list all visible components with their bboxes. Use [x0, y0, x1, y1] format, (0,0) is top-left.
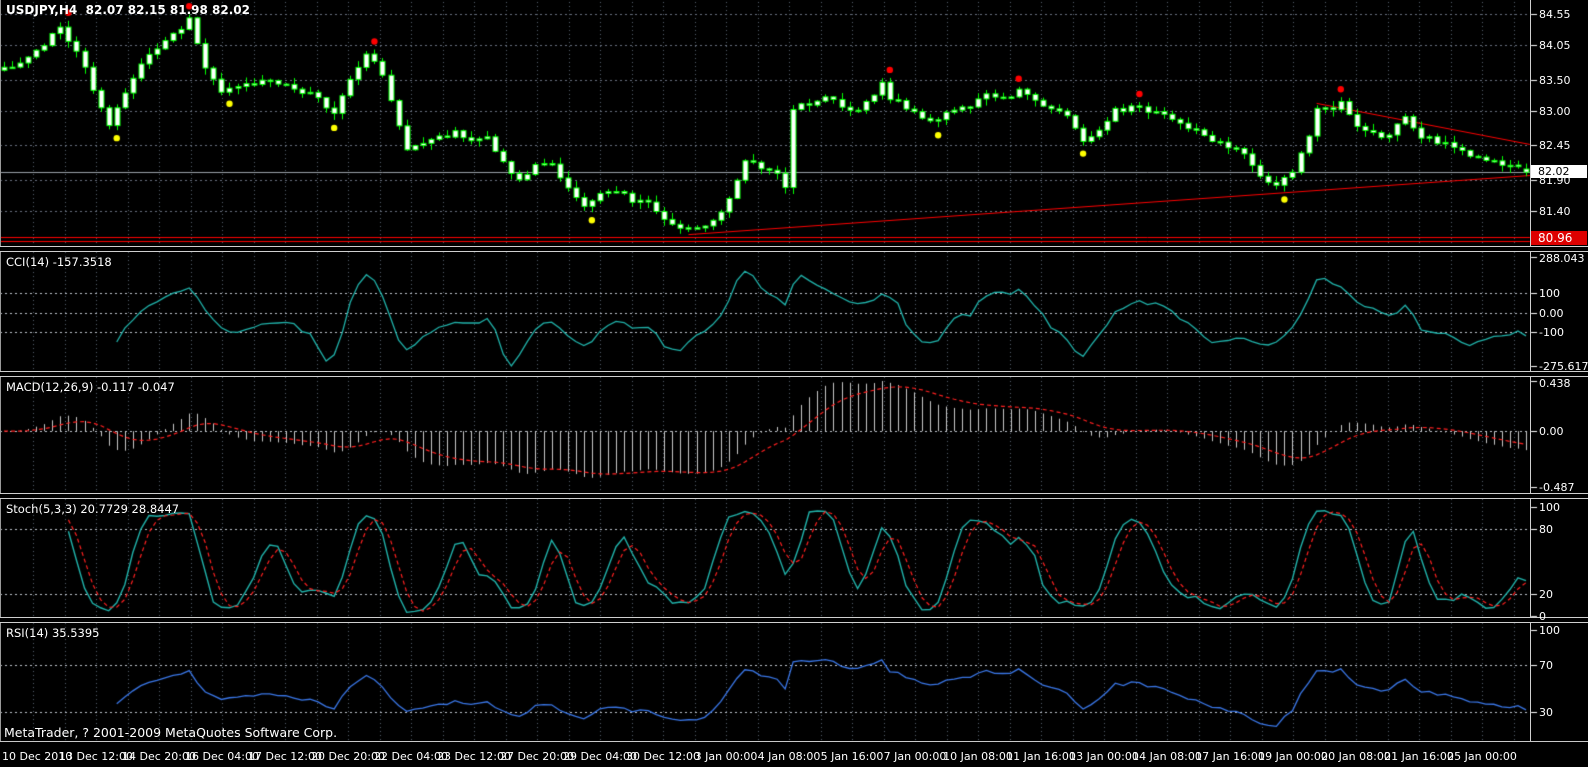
price-axis[interactable]: 84.55 84.05 83.50 83.00 82.45 81.90 81.40 288.0… — [1531, 0, 1588, 754]
price-axis-label: 0.438 — [1539, 377, 1571, 390]
price-axis-label: 84.05 — [1539, 39, 1571, 53]
current-price-badge: 82.02 — [1531, 165, 1587, 178]
time-axis-label: 22 Dec 04:00 — [374, 750, 448, 763]
time-axis-label: 11 Jan 16:00 — [1006, 750, 1076, 763]
price-axis-label: 288.043 — [1539, 252, 1585, 265]
price-axis-label: 30 — [1539, 706, 1553, 719]
price-axis-label: 70 — [1539, 659, 1553, 672]
time-axis-label: 25 Jan 00:00 — [1447, 750, 1517, 763]
rsi-indicator-label: RSI(14) 35.5395 — [6, 626, 100, 640]
time-axis-label: 3 Jan 00:00 — [694, 750, 758, 763]
price-axis-label: -275.617 — [1539, 359, 1588, 373]
price-axis-label: 100 — [1539, 501, 1560, 515]
time-axis-label: 13 Dec 12:00 — [59, 750, 133, 763]
time-axis-label: 29 Dec 04:00 — [563, 750, 637, 763]
copyright-text: MetaTrader, ? 2001-2009 MetaQuotes Softw… — [4, 725, 338, 740]
window-left-border — [0, 0, 1, 741]
price-axis-label: 20 — [1539, 587, 1553, 601]
time-axis-label: 7 Jan 00:00 — [883, 750, 947, 763]
panel-separator[interactable] — [0, 371, 1588, 377]
time-axis-label: 13 Jan 00:00 — [1069, 750, 1139, 763]
time-axis-label: 5 Jan 16:00 — [820, 750, 884, 763]
time-axis-label: 20 Dec 20:00 — [311, 750, 385, 763]
time-axis-label: 17 Jan 16:00 — [1195, 750, 1265, 763]
time-axis-label: 14 Dec 20:00 — [122, 750, 196, 763]
time-axis-label: 20 Jan 08:00 — [1321, 750, 1391, 763]
cci-indicator-label: CCI(14) -157.3518 — [6, 255, 112, 269]
price-axis-border — [1530, 0, 1531, 741]
support-price-badge: 80.96 — [1531, 231, 1587, 245]
time-axis-label: 14 Jan 08:00 — [1132, 750, 1202, 763]
price-axis-label: 84.55 — [1539, 8, 1571, 21]
price-axis-label: 0 — [1539, 609, 1546, 623]
time-axis-label: 27 Dec 20:00 — [500, 750, 574, 763]
price-axis-label: 83.00 — [1539, 104, 1571, 118]
price-axis-label: 80 — [1539, 523, 1553, 536]
panel-separator[interactable] — [0, 246, 1588, 252]
stoch-indicator-label: Stoch(5,3,3) 20.7729 28.8447 — [6, 502, 180, 516]
price-axis-label: -100 — [1539, 326, 1564, 340]
time-axis-label: 10 Jan 08:00 — [943, 750, 1013, 763]
price-axis-label: 0.00 — [1539, 425, 1564, 439]
price-axis-label: 83.50 — [1539, 73, 1571, 87]
macd-indicator-label: MACD(12,26,9) -0.117 -0.047 — [6, 380, 175, 394]
time-axis-label: 16 Dec 04:00 — [185, 750, 259, 763]
price-axis-label: 81.40 — [1539, 204, 1571, 218]
time-axis-label: 4 Jan 08:00 — [757, 750, 821, 763]
time-axis-label: 30 Dec 12:00 — [626, 750, 700, 763]
price-axis-label: 82.45 — [1539, 139, 1571, 153]
time-axis-label: 19 Jan 00:00 — [1258, 750, 1328, 763]
time-axis[interactable]: 10 Dec 2010 13 Dec 12:00 14 Dec 20:00 16 De… — [0, 741, 1588, 767]
time-axis-label: 17 Dec 12:00 — [248, 750, 322, 763]
price-axis-label: 0.00 — [1539, 306, 1564, 320]
panel-separator[interactable] — [0, 493, 1588, 499]
time-axis-label: 21 Jan 16:00 — [1384, 750, 1454, 763]
time-axis-label: 10 Dec 2010 — [2, 750, 73, 763]
price-axis-label: -0.487 — [1539, 480, 1575, 494]
price-axis-label: 100 — [1539, 623, 1560, 637]
time-axis-label: 23 Dec 12:00 — [437, 750, 511, 763]
panel-separator[interactable] — [0, 617, 1588, 623]
price-axis-label: 100 — [1539, 287, 1560, 301]
chart-symbol-title: USDJPY,H4 82.07 82.15 81.98 82.02 — [6, 3, 250, 17]
